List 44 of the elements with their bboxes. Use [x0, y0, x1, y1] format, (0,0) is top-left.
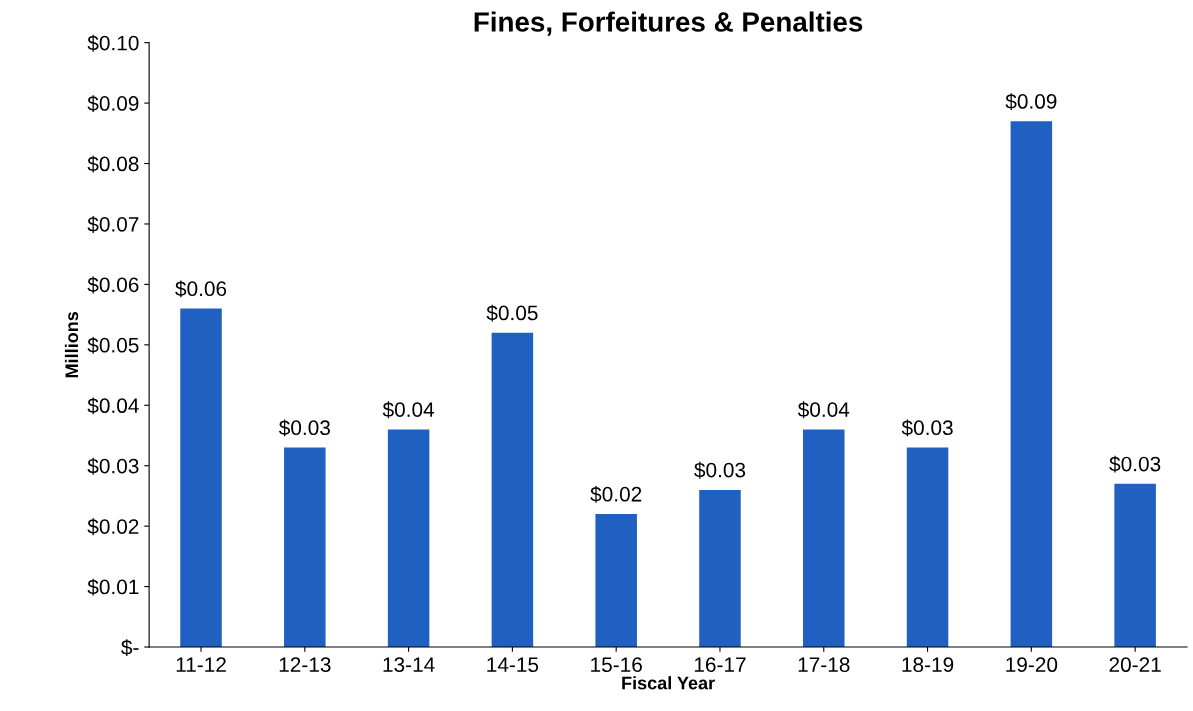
- x-tick-label: 18-19: [902, 657, 954, 673]
- data-label: $0.04: [382, 401, 435, 419]
- x-tick-label: 20-21: [1109, 657, 1161, 673]
- x-tick-label: 17-18: [798, 657, 850, 673]
- x-tick-label: 13-14: [383, 657, 435, 673]
- y-axis-title: Millions: [64, 311, 79, 378]
- data-label: $0.03: [901, 419, 953, 437]
- data-label: $0.09: [1005, 93, 1057, 111]
- data-label: $0.05: [486, 304, 538, 322]
- bar: [906, 447, 949, 648]
- data-label: $0.04: [797, 401, 850, 419]
- data-label: $0.03: [278, 419, 330, 437]
- x-tick-label: 19-20: [1006, 657, 1058, 673]
- bar: [387, 429, 430, 648]
- y-tick-label: $0.03: [87, 457, 139, 475]
- bar: [491, 332, 534, 648]
- y-tick-label: $0.01: [87, 578, 139, 596]
- chart-title: Fines, Forfeitures & Penalties: [474, 11, 863, 36]
- bar: [1010, 121, 1053, 648]
- bar: [595, 514, 637, 648]
- bar: [1114, 483, 1156, 648]
- y-tick-label: $0.02: [87, 518, 139, 536]
- x-tick-label: 11-12: [176, 657, 226, 672]
- y-tick-label: $0.10: [87, 34, 139, 52]
- x-axis-title: Fiscal Year: [622, 676, 715, 690]
- data-label: $0.02: [590, 485, 642, 503]
- y-tick-label: $0.05: [87, 336, 139, 354]
- x-tick-label: 15-16: [591, 657, 642, 673]
- x-tick-label: 14-15: [487, 657, 539, 673]
- y-tick-label: $0.09: [87, 95, 139, 113]
- y-tick-label: $-: [121, 639, 139, 656]
- bar: [284, 447, 326, 648]
- bar: [180, 308, 222, 648]
- y-tick-label: $0.08: [87, 155, 139, 173]
- y-tick-label: $0.04: [87, 397, 139, 415]
- y-tick-label: $0.07: [87, 216, 139, 233]
- y-tick-label: $0.06: [87, 276, 139, 294]
- x-tick-label: 16-17: [694, 657, 746, 673]
- x-tick-label: 12-13: [279, 657, 331, 673]
- bar: [699, 489, 741, 648]
- data-label: $0.06: [175, 280, 227, 298]
- bar: [803, 429, 845, 648]
- data-label: $0.03: [1109, 455, 1161, 473]
- data-label: $0.03: [694, 461, 746, 479]
